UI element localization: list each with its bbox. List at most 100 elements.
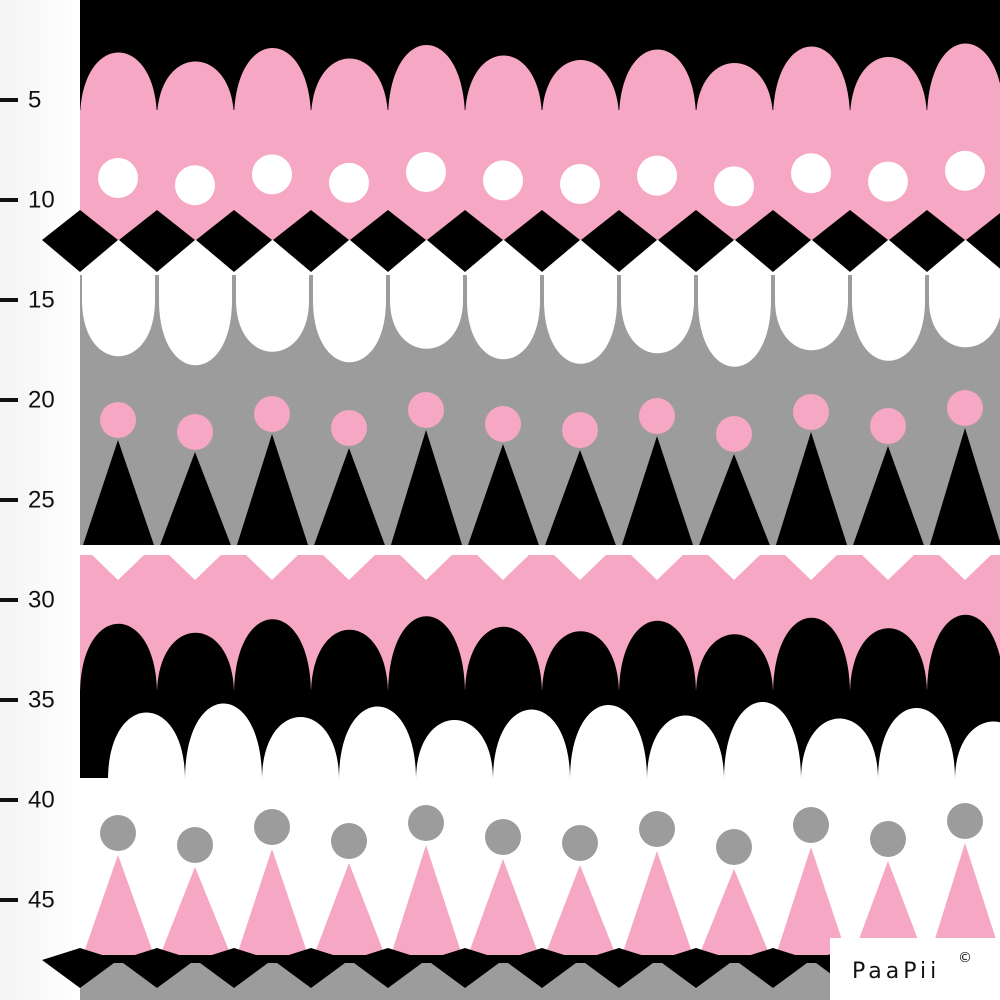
arch	[493, 709, 570, 780]
tooth	[159, 250, 232, 366]
arch	[801, 718, 878, 780]
diamond	[42, 948, 118, 988]
notch	[937, 553, 993, 580]
diamond	[119, 210, 195, 272]
dot	[177, 414, 213, 450]
pattern	[42, 0, 1000, 1000]
arch	[773, 617, 850, 695]
diamond	[350, 210, 426, 272]
band	[80, 545, 1000, 555]
tooth	[467, 250, 540, 360]
arch	[927, 614, 1000, 695]
logo-copyright: ©	[958, 950, 976, 966]
tooth	[621, 250, 694, 354]
notch	[244, 553, 300, 580]
dot	[791, 153, 831, 194]
dot	[98, 158, 138, 198]
arch	[542, 60, 619, 120]
ruler-label: 10	[28, 186, 55, 213]
dot	[639, 811, 675, 847]
dot	[100, 402, 136, 438]
notch	[167, 553, 223, 580]
arch	[570, 705, 647, 780]
diamond	[350, 948, 426, 988]
arch	[696, 63, 773, 120]
diamond	[658, 948, 734, 988]
tooth	[698, 250, 771, 367]
diamond	[196, 210, 272, 272]
tooth	[852, 250, 925, 361]
arch	[80, 623, 157, 695]
triangle	[698, 454, 771, 548]
arch	[773, 46, 850, 120]
dot	[485, 819, 521, 855]
diamond	[504, 210, 580, 272]
diamond	[42, 210, 118, 272]
triangle	[313, 863, 386, 958]
diamond	[889, 210, 965, 272]
dot	[945, 150, 985, 191]
triangle	[467, 859, 540, 958]
arch	[850, 628, 927, 695]
triangle	[159, 867, 232, 958]
tooth	[82, 250, 155, 357]
notch	[398, 553, 454, 580]
dot	[483, 160, 523, 201]
triangle	[621, 436, 694, 548]
dot	[793, 394, 829, 430]
dot	[408, 805, 444, 841]
arch	[542, 631, 619, 695]
dot	[406, 152, 446, 192]
dot	[947, 390, 983, 426]
arch	[234, 619, 311, 695]
triangle	[775, 847, 848, 958]
dot	[100, 815, 136, 851]
ruler: 5 10 15 20 25 30 35 40 45	[0, 86, 55, 913]
arch	[465, 626, 542, 695]
dot	[252, 154, 292, 195]
dot	[868, 161, 908, 202]
triangle	[929, 843, 1000, 958]
triangle	[390, 430, 463, 548]
tooth	[775, 250, 848, 351]
arch	[619, 49, 696, 120]
triangle	[467, 444, 540, 548]
notch	[706, 553, 762, 580]
tooth	[313, 250, 386, 363]
dot	[637, 155, 677, 196]
diamond	[658, 210, 734, 272]
dot	[408, 392, 444, 428]
dot	[793, 807, 829, 843]
notch	[860, 553, 916, 580]
notch	[90, 553, 146, 580]
arch	[262, 717, 339, 780]
arch	[157, 61, 234, 120]
arch	[850, 57, 927, 120]
triangle	[313, 448, 386, 548]
dot	[331, 823, 367, 859]
tooth	[236, 250, 309, 352]
tooth	[390, 250, 463, 349]
dot	[331, 410, 367, 446]
ruler-label: 30	[28, 586, 55, 613]
triangle	[390, 845, 463, 958]
arch	[416, 720, 493, 780]
triangle	[236, 434, 309, 548]
ruler-label: 35	[28, 686, 55, 713]
dot	[947, 803, 983, 839]
triangle	[852, 446, 925, 548]
dot	[562, 825, 598, 861]
arch	[927, 43, 1000, 120]
notch	[629, 553, 685, 580]
arch	[108, 712, 185, 780]
dot	[562, 412, 598, 448]
arch	[339, 706, 416, 780]
diamond	[735, 948, 811, 988]
arch	[157, 632, 234, 695]
dot	[716, 829, 752, 865]
logo-text: PaaPii	[852, 959, 940, 984]
triangle	[236, 849, 309, 958]
diamond	[966, 213, 1000, 269]
